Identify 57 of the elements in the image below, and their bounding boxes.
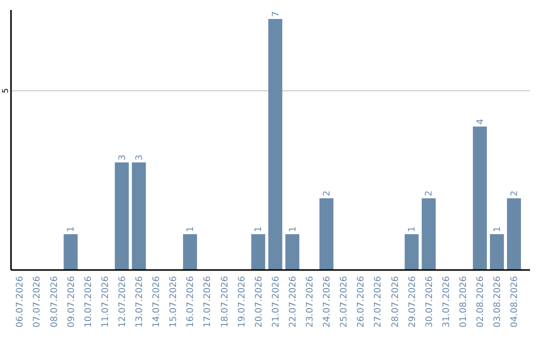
x-tick-label: 28.07.2026 bbox=[390, 276, 401, 328]
x-tick-label: 24.07.2026 bbox=[322, 276, 333, 328]
bar bbox=[114, 162, 129, 270]
x-tick-label: 20.07.2026 bbox=[254, 276, 264, 328]
bar bbox=[183, 234, 198, 270]
x-tick-label: 18.07.2026 bbox=[220, 276, 230, 328]
x-tick-label: 11.07.2026 bbox=[100, 276, 111, 328]
data-label: 4 bbox=[476, 118, 486, 125]
x-tick-label: 21.07.2026 bbox=[271, 276, 282, 328]
x-tick-label: 17.07.2026 bbox=[203, 276, 214, 328]
x-tick-label: 19.07.2026 bbox=[237, 276, 248, 328]
x-tick-label: 30.07.2026 bbox=[424, 276, 435, 328]
x-tick-label: 25.07.2026 bbox=[340, 276, 350, 328]
bar bbox=[319, 198, 334, 270]
data-label: 3 bbox=[118, 154, 128, 160]
x-tick-label: 01.08.2026 bbox=[458, 276, 469, 328]
x-tick-label: 14.07.2026 bbox=[152, 276, 162, 328]
x-tick-label: 07.07.2026 bbox=[32, 276, 43, 328]
bar bbox=[132, 162, 146, 270]
data-label: 1 bbox=[408, 226, 418, 232]
bar bbox=[404, 234, 419, 270]
x-tick-label: 29.07.2026 bbox=[408, 276, 418, 328]
data-label: 3 bbox=[134, 154, 145, 160]
bar bbox=[490, 234, 504, 270]
bar bbox=[268, 18, 282, 270]
x-tick-label: 23.07.2026 bbox=[306, 276, 316, 328]
x-tick-label: 10.07.2026 bbox=[84, 276, 94, 328]
bar bbox=[64, 234, 78, 270]
bar bbox=[285, 234, 300, 270]
x-tick-label: 26.07.2026 bbox=[356, 276, 367, 328]
x-tick-label: 04.08.2026 bbox=[510, 276, 520, 328]
x-tick-label: 31.07.2026 bbox=[442, 276, 452, 328]
data-label: 1 bbox=[288, 226, 298, 232]
x-tick-label: 03.08.2026 bbox=[493, 276, 504, 328]
x-tick-label: 15.07.2026 bbox=[169, 276, 180, 328]
data-label: 2 bbox=[424, 190, 435, 196]
y-tick-label: 5 bbox=[0, 88, 10, 94]
x-tick-label: 02.08.2026 bbox=[476, 276, 486, 328]
x-tick-label: 27.07.2026 bbox=[374, 276, 384, 328]
x-tick-label: 13.07.2026 bbox=[135, 276, 146, 328]
x-tick-label: 16.07.2026 bbox=[186, 276, 196, 328]
bar bbox=[506, 198, 521, 270]
bar bbox=[251, 234, 266, 270]
data-label: 2 bbox=[510, 190, 520, 196]
data-label: 1 bbox=[66, 226, 77, 232]
data-label: 1 bbox=[254, 226, 264, 232]
bar bbox=[422, 198, 436, 270]
x-tick-label: 08.07.2026 bbox=[50, 276, 60, 328]
data-label: 2 bbox=[322, 190, 332, 196]
data-label: 1 bbox=[492, 226, 503, 232]
x-tick-label: 12.07.2026 bbox=[118, 276, 128, 328]
data-label: 1 bbox=[186, 226, 196, 232]
data-label: 7 bbox=[271, 11, 282, 17]
x-tick-label: 09.07.2026 bbox=[66, 276, 77, 328]
bar bbox=[472, 126, 487, 270]
x-tick-label: 22.07.2026 bbox=[288, 276, 298, 328]
x-tick-label: 06.07.2026 bbox=[16, 276, 26, 328]
